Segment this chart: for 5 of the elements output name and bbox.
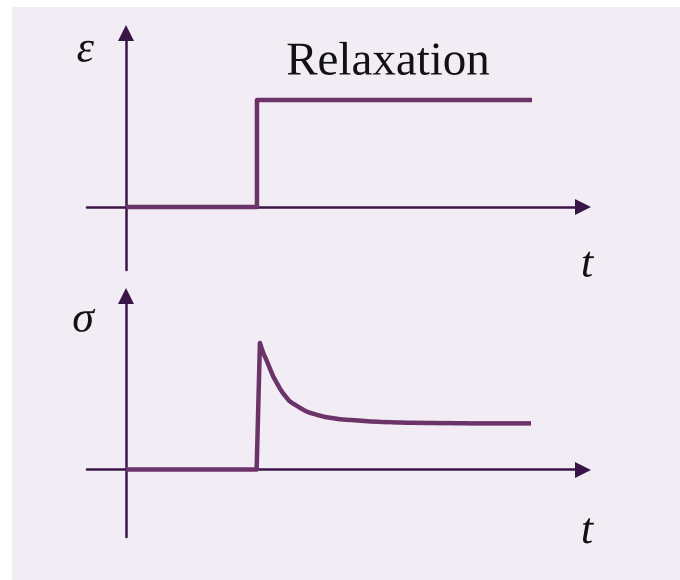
- x-axis-title: t: [580, 238, 595, 286]
- chart-title: Relaxation: [286, 34, 490, 86]
- y-axis-title: σ: [72, 292, 96, 342]
- y-axis-title: ε: [76, 22, 95, 72]
- x-axis-title: t: [580, 504, 595, 553]
